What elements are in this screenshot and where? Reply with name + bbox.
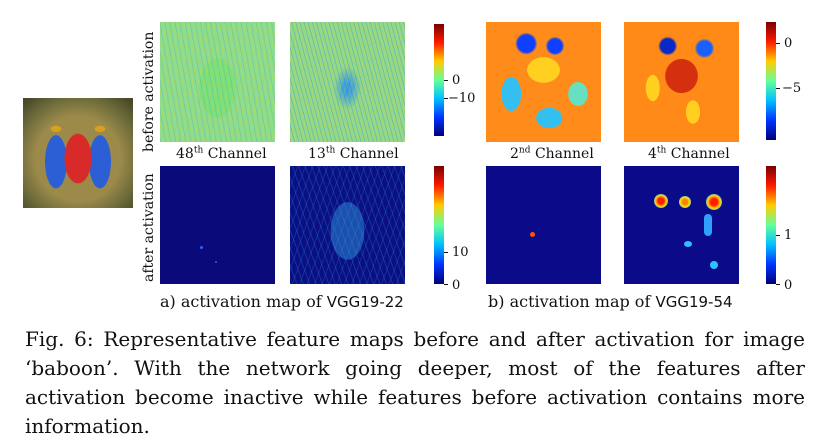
channel-label-48th: 48th Channel xyxy=(176,145,267,162)
baboon-image xyxy=(23,98,133,208)
channel-label-2nd: 2nd Channel xyxy=(510,145,594,162)
tickmark xyxy=(776,88,780,89)
row-label-after: after activation xyxy=(141,173,157,282)
tick-b-before-neg5: −5 xyxy=(782,81,802,96)
colorbar-a-after xyxy=(434,166,444,284)
tickmark xyxy=(776,43,780,44)
tickmark xyxy=(776,235,780,236)
colorbar-b-before xyxy=(766,22,776,140)
tick-a-after-10: 10 xyxy=(452,245,469,260)
channel-label-4th: 4th Channel xyxy=(648,145,730,162)
subfigure-label-a: a) activation map of VGG19-22 xyxy=(160,292,404,311)
tickmark xyxy=(776,284,780,285)
colorbar-a-before xyxy=(434,24,444,136)
tick-b-after-1: 1 xyxy=(784,228,793,243)
tick-b-before-0: 0 xyxy=(784,36,793,51)
tickmark xyxy=(444,284,448,285)
tick-b-after-0: 0 xyxy=(784,278,793,293)
feature-map-48th-before xyxy=(160,22,275,142)
tickmark xyxy=(444,98,448,99)
tick-a-before-neg10: −10 xyxy=(448,91,476,106)
feature-map-2nd-before xyxy=(486,22,601,142)
row-label-before: before activation xyxy=(141,31,157,152)
feature-map-2nd-after xyxy=(486,166,601,284)
tick-a-before-0: 0 xyxy=(452,73,461,88)
figure-caption: Fig. 6: Representative feature maps befo… xyxy=(25,327,805,438)
channel-label-13th: 13th Channel xyxy=(308,145,399,162)
tickmark xyxy=(444,252,448,253)
tick-a-after-0: 0 xyxy=(452,278,461,293)
feature-map-48th-after xyxy=(160,166,275,284)
feature-map-13th-after xyxy=(290,166,405,284)
tickmark xyxy=(444,80,448,81)
feature-map-4th-after xyxy=(624,166,739,284)
colorbar-b-after xyxy=(766,166,776,284)
subfigure-label-b: b) activation map of VGG19-54 xyxy=(488,292,733,311)
feature-map-13th-before xyxy=(290,22,405,142)
feature-map-4th-before xyxy=(624,22,739,142)
